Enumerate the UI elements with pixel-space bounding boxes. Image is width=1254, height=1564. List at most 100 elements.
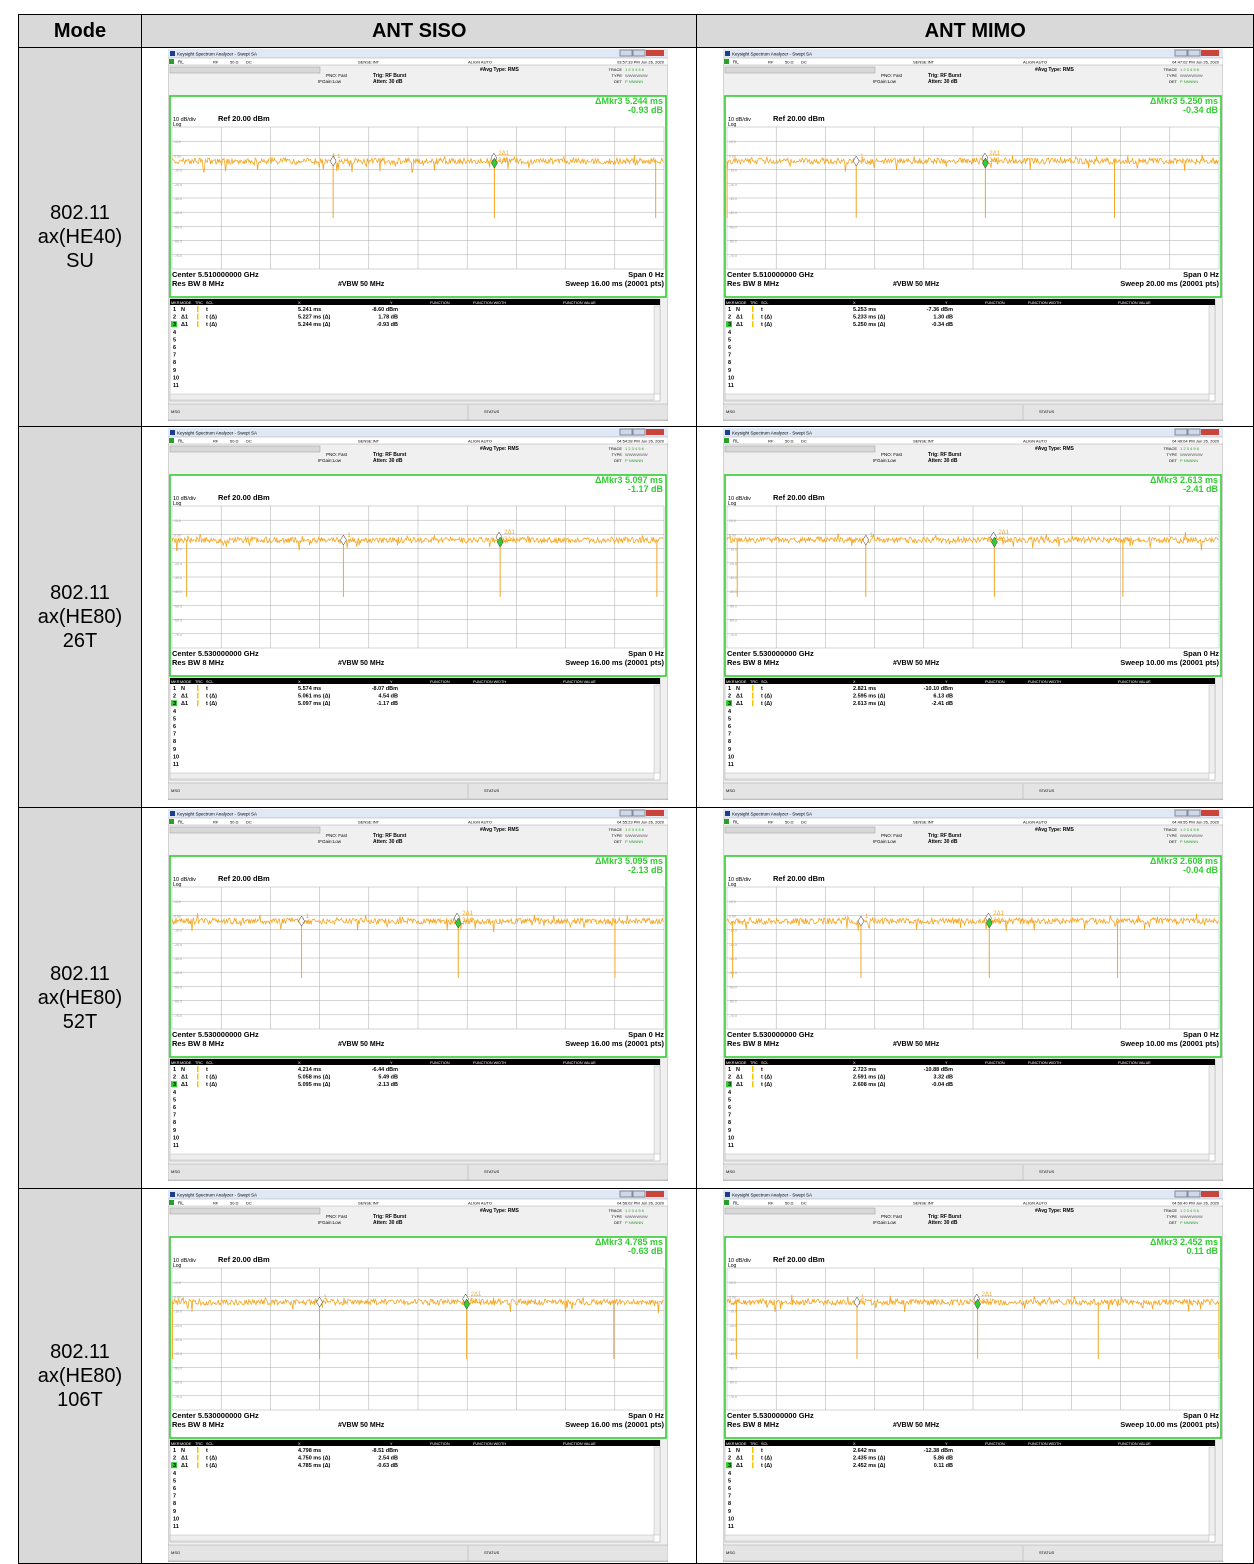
- table-header: MKR: [726, 680, 735, 684]
- avg-type: #Avg Type: RMS: [1035, 1208, 1075, 1214]
- avg-type: #Avg Type: RMS: [480, 1208, 520, 1214]
- y-label: -70.0: [174, 1395, 182, 1399]
- window-button: [1188, 1191, 1200, 1197]
- marker-scl: t: [206, 1448, 208, 1454]
- trc-indicator: [197, 306, 199, 312]
- marker-mode: N: [736, 1067, 740, 1073]
- y-label: 0.00: [174, 533, 181, 537]
- y-label: -20.0: [174, 943, 182, 947]
- marker-y: -8.51 dBm: [372, 1448, 398, 1454]
- marker-scl: t (Δ): [206, 694, 217, 700]
- marker-num: 2: [728, 315, 731, 321]
- marker-label: 3Δ1: [462, 918, 473, 924]
- table-header: MODE: [735, 1442, 747, 1446]
- header-cell: Mode: [19, 15, 142, 48]
- delta-value: -0.63 dB: [628, 1246, 664, 1256]
- marker-scl: t: [206, 686, 208, 692]
- vbw: #VBW 50 MHz: [338, 1422, 385, 1429]
- center-freq: Center 5.530000000 GHz: [172, 1030, 259, 1039]
- scrollbar: [725, 773, 1209, 779]
- marker-label: 2Δ1: [471, 1292, 482, 1298]
- marker-y: -10.88 dBm: [924, 1067, 953, 1073]
- dc-label: DC: [801, 439, 807, 444]
- marker-num: 2: [173, 1456, 176, 1462]
- y-label: -10.0: [729, 1310, 737, 1314]
- window-button: [620, 50, 632, 56]
- row-num: 6: [728, 724, 731, 730]
- input-field: [725, 446, 875, 452]
- scrollbar: [1209, 685, 1215, 773]
- marker-scl: t: [761, 1448, 763, 1454]
- run-icon: [169, 59, 174, 64]
- delta-value: 0.11 dB: [1187, 1246, 1219, 1256]
- marker-x: 2.452 ms (Δ): [853, 1463, 886, 1469]
- det-label: DET: [614, 458, 623, 463]
- marker-x: 5.058 ms (Δ): [298, 1075, 331, 1081]
- trc-indicator: [752, 1447, 754, 1453]
- span: Span 0 Hz: [628, 649, 664, 658]
- row-num: 10: [728, 1135, 734, 1141]
- scrollbar: [170, 394, 654, 400]
- status: STATUS: [484, 1550, 500, 1555]
- atten: Atten: 30 dB: [373, 79, 403, 85]
- table-header: FUNCTION: [985, 1442, 1005, 1446]
- window-button: [620, 1191, 632, 1197]
- marker-mode: N: [181, 686, 185, 692]
- close-button: [646, 429, 664, 435]
- screenshot-cell: Keysight Spectrum Analyzer - Swept SARLR…: [697, 427, 1254, 808]
- dc-label: DC: [801, 820, 807, 825]
- y-label: 0.00: [174, 914, 181, 918]
- ifgain: IFGain:Low: [318, 458, 342, 463]
- y-label: -70.0: [174, 1014, 182, 1018]
- marker-num: 3: [728, 1463, 731, 1469]
- marker-label: 2Δ1: [462, 911, 473, 917]
- type-label: TYPE: [1167, 73, 1178, 78]
- marker-scl: t: [206, 307, 208, 313]
- row-num: 6: [173, 1486, 176, 1492]
- trc-indicator: [197, 1462, 199, 1468]
- scrollbar: [725, 1154, 1209, 1160]
- table-header: TRC: [750, 301, 758, 305]
- delta-value: -2.13 dB: [628, 865, 664, 875]
- y-label: -50.0: [174, 604, 182, 608]
- marker-num: 1: [173, 307, 176, 313]
- status: STATUS: [484, 788, 500, 793]
- scrollbar: [1209, 306, 1215, 394]
- det-label: DET: [614, 1220, 623, 1225]
- mode-line: ax(HE80): [19, 986, 141, 1010]
- table-header: SCL: [206, 1442, 213, 1446]
- status: STATUS: [1039, 1550, 1055, 1555]
- row-num: 7: [728, 732, 731, 738]
- type-label: TYPE: [612, 73, 623, 78]
- span: Span 0 Hz: [1184, 649, 1220, 658]
- marker-x: 5.574 ms: [298, 686, 321, 692]
- marker-label: 2Δ1: [982, 1292, 993, 1298]
- timestamp: 04:50:40 PM Jun 26, 2020: [1173, 1201, 1221, 1206]
- det-val: P NNNNN: [1180, 839, 1198, 844]
- table-header: FUNCTION VALUE: [1118, 301, 1151, 305]
- mode-line: SU: [19, 249, 141, 273]
- rl-label: RL: [178, 1201, 184, 1206]
- rl-label: RL: [178, 820, 184, 825]
- det-val: P NNNNN: [625, 839, 643, 844]
- marker-label: 3Δ1: [999, 537, 1010, 543]
- atten: Atten: 30 dB: [928, 458, 958, 464]
- table-header: SCL: [206, 1061, 213, 1065]
- sweep: Sweep 10.00 ms (20001 pts): [1121, 1039, 1220, 1048]
- table-header: TRC: [195, 1442, 203, 1446]
- marker-x: 4.798 ms: [298, 1448, 321, 1454]
- marker-mode: Δ1: [736, 1463, 743, 1469]
- run-icon: [169, 1200, 174, 1205]
- type-val: WWWWWW: [1180, 452, 1203, 457]
- screenshot-cell: Keysight Spectrum Analyzer - Swept SARLR…: [141, 808, 697, 1189]
- y-label: -10.0: [174, 169, 182, 173]
- y-label: -20.0: [729, 183, 737, 187]
- marker-mode: Δ1: [736, 315, 743, 321]
- y-label: -60.0: [174, 240, 182, 244]
- mode-cell: 802.11ax(HE80)26T: [19, 427, 142, 808]
- dc-label: DC: [246, 820, 252, 825]
- trc-indicator: [752, 306, 754, 312]
- marker-scl: t: [761, 307, 763, 313]
- det-val: P NNNNN: [625, 79, 643, 84]
- analyzer-screenshot: Keysight Spectrum Analyzer - Swept SARLR…: [168, 428, 668, 800]
